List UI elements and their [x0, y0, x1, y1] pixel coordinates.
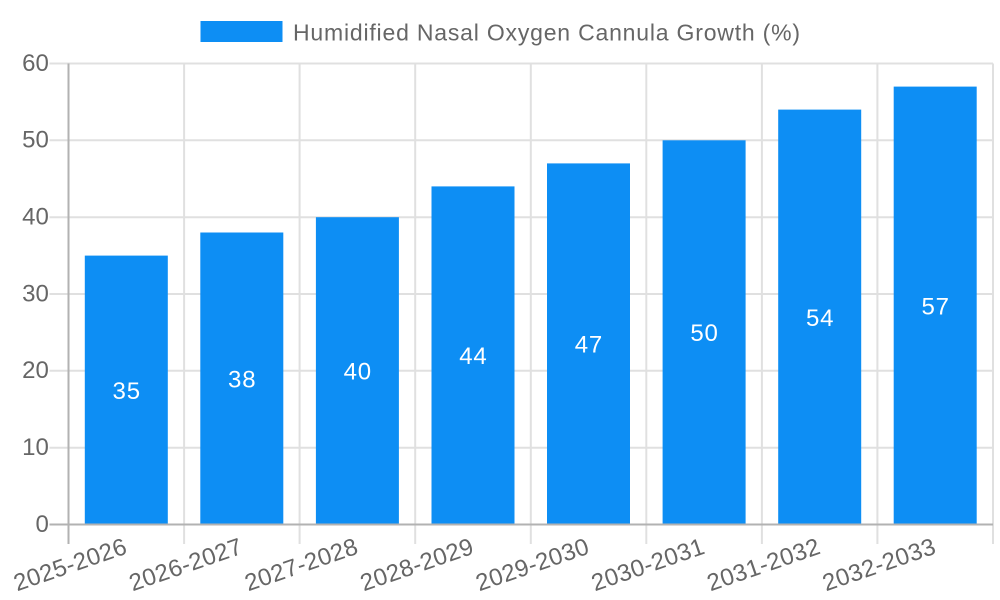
svg-text:0: 0: [35, 511, 48, 538]
svg-text:44: 44: [459, 343, 487, 370]
svg-text:Humidified Nasal Oxygen Cannul: Humidified Nasal Oxygen Cannula Growth (…: [293, 20, 801, 46]
svg-text:50: 50: [22, 127, 49, 154]
svg-text:40: 40: [22, 204, 49, 231]
svg-text:10: 10: [22, 434, 49, 461]
svg-text:54: 54: [806, 305, 834, 332]
svg-text:40: 40: [344, 359, 372, 386]
svg-text:47: 47: [575, 332, 603, 359]
svg-text:20: 20: [22, 357, 49, 384]
svg-text:60: 60: [22, 50, 49, 77]
svg-text:38: 38: [228, 366, 256, 393]
svg-text:50: 50: [690, 320, 718, 347]
svg-text:30: 30: [22, 280, 49, 307]
svg-text:35: 35: [113, 378, 141, 405]
svg-text:57: 57: [921, 293, 949, 320]
